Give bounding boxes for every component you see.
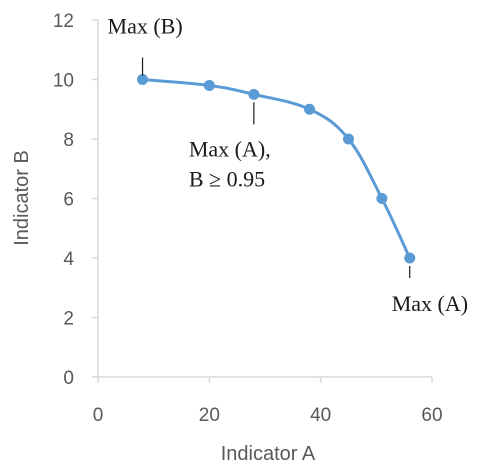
data-point (137, 74, 149, 85)
y-axis-title: Indicator B (11, 150, 33, 246)
x-axis: 0 20 40 60 (93, 376, 443, 426)
x-tick-label: 0 (93, 405, 104, 426)
y-tick-label: 8 (63, 130, 74, 151)
data-point (203, 79, 215, 91)
data-point (376, 193, 388, 204)
y-tick-label: 0 (63, 368, 74, 389)
annotation-label: Max (A), (189, 136, 271, 161)
y-tick-label: 10 (53, 71, 74, 92)
data-point (404, 252, 416, 264)
x-tick-label: 40 (310, 405, 331, 426)
y-axis: 0 2 4 6 8 10 12 (53, 11, 99, 389)
x-tick-label: 60 (421, 405, 442, 426)
x-axis-title: Indicator A (221, 443, 316, 465)
series-layer (137, 74, 416, 264)
y-tick-label: 4 (63, 249, 74, 270)
data-point (343, 133, 354, 145)
y-tick-label: 6 (63, 190, 74, 211)
x-tick-label: 20 (199, 405, 220, 426)
annotation-layer: Max (B) Max (A), B ≥ 0.95 Max (A) (108, 14, 469, 317)
annotation-label: B ≥ 0.95 (189, 166, 265, 191)
series-line (142, 78, 412, 259)
y-tick-label: 2 (63, 309, 74, 330)
y-tick-label: 12 (53, 11, 74, 32)
data-point (248, 88, 260, 100)
annotation-label: Max (B) (108, 14, 183, 39)
annotation-label: Max (A) (392, 291, 468, 316)
data-point (304, 103, 316, 115)
